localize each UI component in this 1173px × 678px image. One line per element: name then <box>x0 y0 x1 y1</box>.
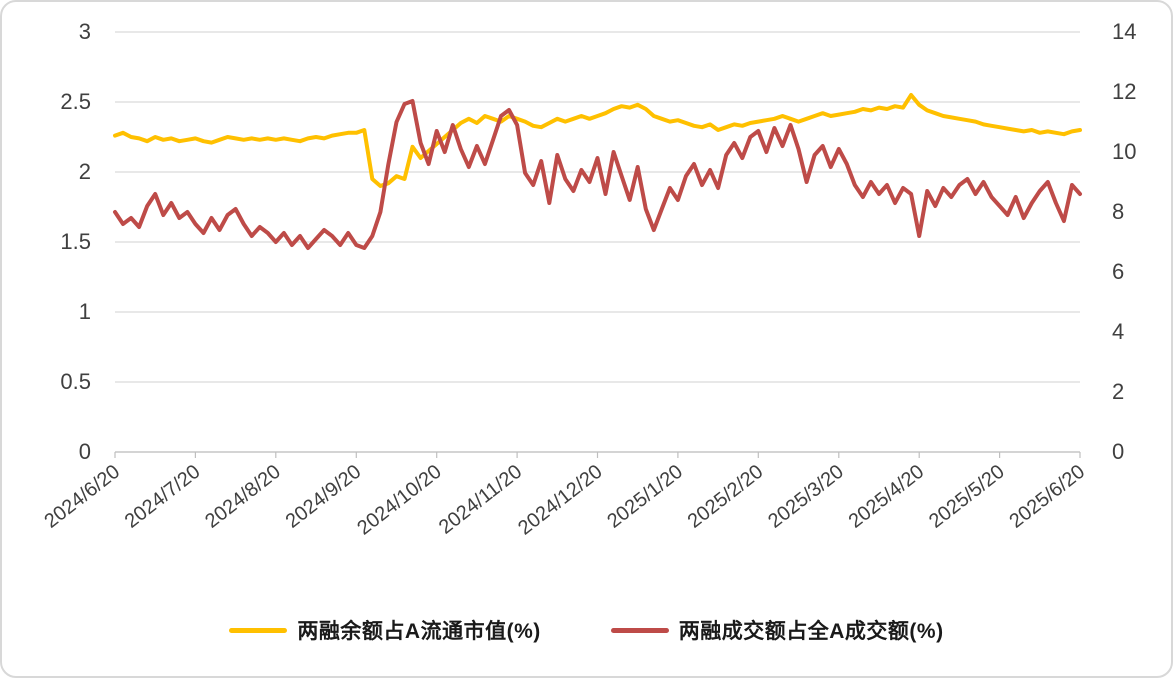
x-axis-tick-label: 2025/4/20 <box>845 461 929 533</box>
dual-axis-line-chart: 0 0.5 1 1.5 2 2.5 3 0 2 4 6 8 10 12 14 2024/6/202024/7/… <box>40 19 1136 540</box>
x-axis-tick-label: 2024/6/20 <box>40 461 124 533</box>
right-axis-tick-label: 8 <box>1112 199 1124 224</box>
x-axis-tick-label: 2025/3/20 <box>764 461 848 533</box>
legend-item-margin-turnover[interactable]: 两融成交额占全A成交额(%) <box>610 615 944 645</box>
series-line-margin-balance <box>113 93 1082 188</box>
x-axis-tick-label: 2024/11/20 <box>435 461 526 539</box>
left-axis-tick-label: 2 <box>79 159 91 184</box>
x-axis-tick-label: 2024/8/20 <box>201 461 285 533</box>
series-line-margin-turnover <box>113 99 1082 250</box>
chart-legend: 两融余额占A流通市值(%) 两融成交额占全A成交额(%) <box>2 598 1171 676</box>
left-axis-tick-label: 0 <box>79 439 91 464</box>
x-axis-tick-label: 2024/7/20 <box>121 461 205 533</box>
legend-label-margin-balance: 两融余额占A流通市值(%) <box>297 620 541 643</box>
right-axis-tick-label: 10 <box>1112 139 1136 164</box>
x-axis-tick-label: 2024/10/20 <box>353 461 445 540</box>
left-axis-tick-label: 0.5 <box>60 369 91 394</box>
right-axis-tick-label: 4 <box>1112 319 1124 344</box>
right-axis-tick-label: 14 <box>1112 19 1136 44</box>
x-axis-tick-label: 2024/12/20 <box>514 461 606 540</box>
x-axis-tick-label: 2025/6/20 <box>1005 461 1089 533</box>
left-axis-tick-label: 2.5 <box>60 89 91 114</box>
legend-label-margin-turnover: 两融成交额占全A成交额(%) <box>678 620 944 643</box>
right-axis-tick-label: 2 <box>1112 379 1124 404</box>
x-axis-tick-label: 2025/2/20 <box>684 461 768 533</box>
right-axis-tick-label: 12 <box>1112 79 1136 104</box>
legend-item-margin-balance[interactable]: 两融余额占A流通市值(%) <box>229 615 540 645</box>
left-axis-tick-label: 1 <box>79 299 91 324</box>
legend-line-swatch-red <box>610 627 669 633</box>
legend-line-swatch-yellow <box>229 627 288 633</box>
left-axis-tick-label: 3 <box>79 19 91 44</box>
right-axis-tick-label: 0 <box>1112 439 1124 464</box>
x-axis-tick-label: 2025/1/20 <box>603 461 687 533</box>
right-axis-tick-label: 6 <box>1112 259 1124 284</box>
x-axis-tick-label: 2025/5/20 <box>925 461 1009 533</box>
left-axis-tick-label: 1.5 <box>60 229 91 254</box>
